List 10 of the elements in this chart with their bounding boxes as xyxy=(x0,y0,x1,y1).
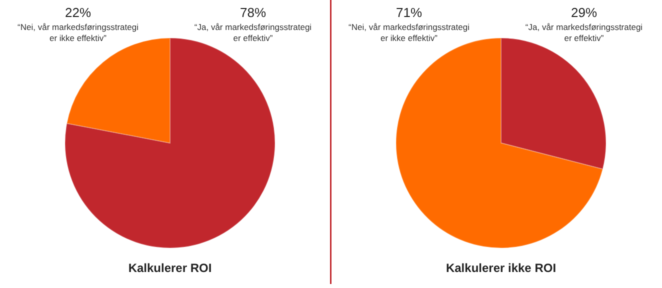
text: Kalkulerer ROI xyxy=(128,261,212,275)
slice-label: “Nei, vår markedsføringsstrategi er ikke effektiv” xyxy=(18,22,139,43)
slice-label: “Ja, vår markedsføringsstrategi er effektiv” xyxy=(194,22,312,43)
data-label: 22% xyxy=(64,5,92,20)
data-label: 78% xyxy=(240,5,266,20)
slice-label: “Ja, vår markedsføringsstrategi er effektiv” xyxy=(525,22,643,43)
text: Kalkulerer ikke ROI xyxy=(446,261,556,275)
data-label: 29% xyxy=(570,5,598,20)
slice-label: “Nei, vår markedsføringsstrategi er ikke effektiv” xyxy=(348,22,470,43)
data-label: 71% xyxy=(396,5,422,20)
